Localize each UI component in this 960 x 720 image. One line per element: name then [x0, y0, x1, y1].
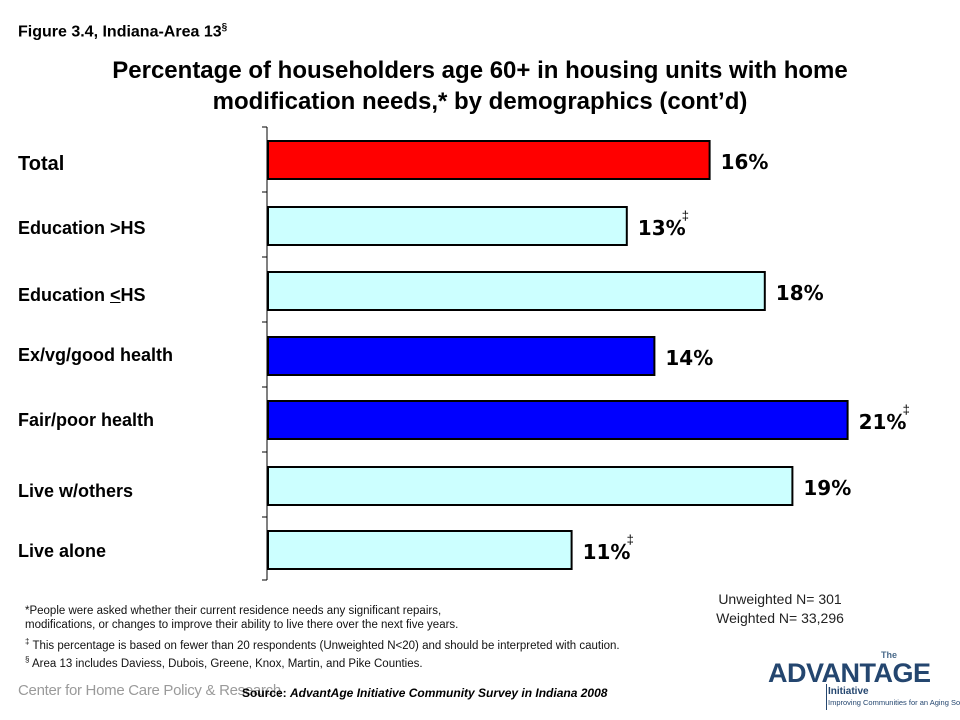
figure-label: Figure 3.4, Indiana-Area 13§: [18, 22, 228, 41]
category-label: Education >HS: [18, 218, 146, 238]
bar: [267, 206, 628, 246]
bar: [267, 140, 711, 180]
caution-mark: ‡: [627, 532, 634, 547]
data-label: 19%: [803, 476, 851, 500]
data-label: 14%: [665, 346, 713, 370]
caution-mark: ‡: [903, 402, 910, 417]
category-label: Live alone: [18, 541, 107, 561]
double-dagger-mark: ‡: [25, 637, 30, 646]
caution-mark: ‡: [682, 208, 689, 223]
category-label: Live w/others: [18, 481, 134, 501]
bar: [267, 466, 794, 506]
data-label: 13%: [638, 216, 686, 240]
data-label: 18%: [776, 281, 824, 305]
bar: [267, 336, 656, 376]
asterisk-note-line-2: modifications, or changes to improve the…: [25, 619, 459, 631]
data-label: 11%: [583, 540, 631, 564]
source-line: Source: AdvantAge Initiative Community S…: [242, 686, 608, 700]
chart-title: Percentage of householders age 60+ in ho…: [112, 57, 848, 115]
unweighted-n: Unweighted N= 301: [718, 591, 842, 607]
data-label: 21%: [859, 410, 907, 434]
bar: [267, 271, 766, 311]
data-label: 16%: [721, 150, 769, 174]
category-label: Education <HS: [18, 285, 146, 305]
sample-size: Unweighted N= 301 Weighted N= 33,296: [700, 590, 860, 628]
center-for-home-care-logo: Center for Home Care Policy & Research: [18, 682, 281, 699]
category-label: Ex/vg/good health: [18, 345, 174, 365]
category-label: Total: [18, 153, 65, 175]
weighted-n: Weighted N= 33,296: [716, 610, 844, 626]
footnotes: *People were asked whether their current…: [25, 604, 620, 671]
asterisk-note-line-1: *People were asked whether their current…: [25, 605, 442, 617]
caution-note: ‡ This percentage is based on fewer than…: [25, 637, 620, 652]
bar: [267, 530, 573, 570]
bar: [267, 400, 849, 440]
advantage-initiative-logo: The ADVANTAGE Initiative Improving Commu…: [768, 650, 960, 712]
category-label: Fair/poor health: [18, 410, 155, 430]
area-note: § Area 13 includes Daviess, Dubois, Gree…: [25, 654, 423, 670]
section-mark: §: [25, 654, 30, 664]
